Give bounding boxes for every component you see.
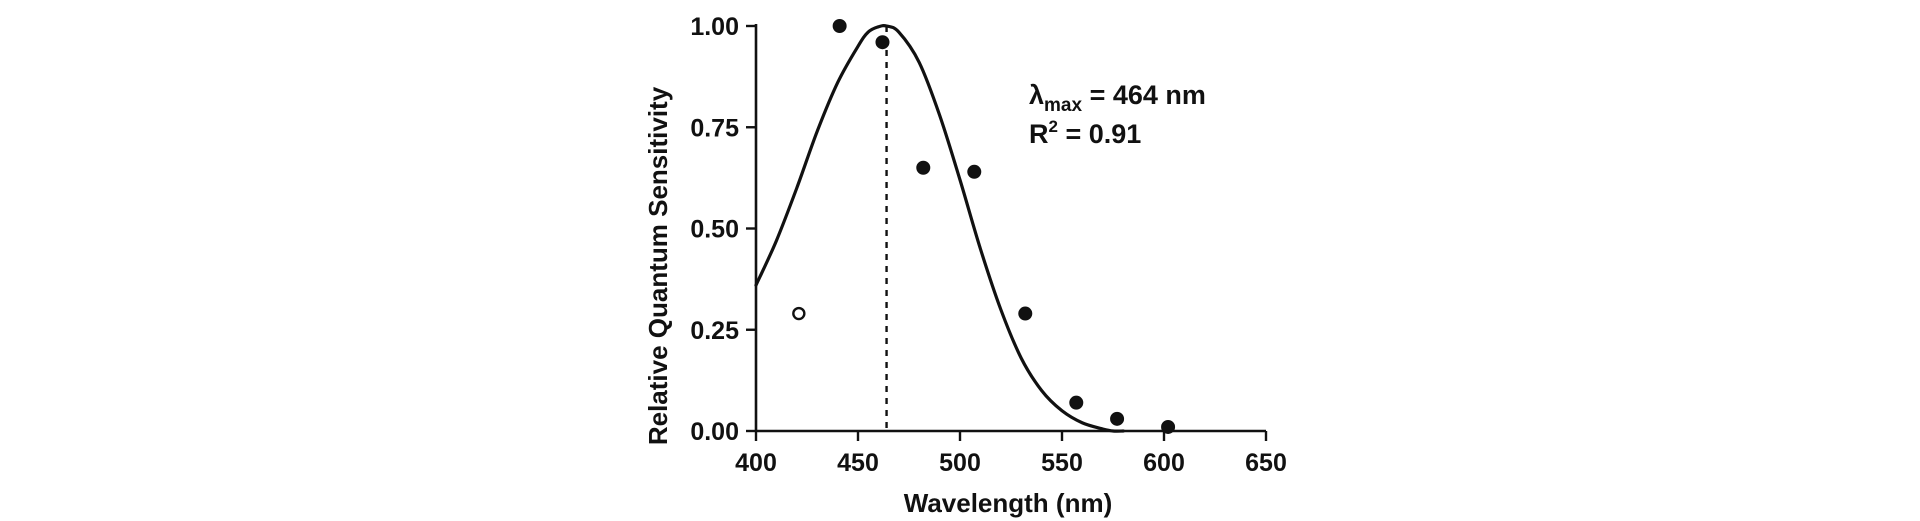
x-axis-title: Wavelength (nm) — [904, 488, 1112, 518]
lambda-value: = 464 nm — [1082, 80, 1206, 110]
x-tick-label: 650 — [1245, 449, 1287, 477]
r2-label: R — [1029, 119, 1049, 149]
lambda-symbol: λ — [1029, 80, 1044, 110]
data-point — [1110, 411, 1125, 426]
data-point — [1018, 306, 1033, 321]
x-tick-label: 450 — [837, 449, 879, 477]
data-point — [916, 160, 931, 175]
lambda-subscript: max — [1044, 95, 1082, 116]
r2-value: = 0.91 — [1058, 119, 1141, 149]
data-point — [1161, 419, 1176, 434]
data-point — [875, 35, 890, 50]
x-tick-label: 600 — [1143, 449, 1185, 477]
y-tick-label: 1.00 — [690, 13, 739, 41]
fit-curve-line — [754, 23, 1125, 433]
lambda-max-annotation: λmax = 464 nm — [1029, 80, 1206, 116]
y-tick-label: 0.75 — [690, 114, 739, 142]
data-point — [1069, 395, 1084, 410]
r-squared-annotation: R2 = 0.91 — [1029, 117, 1141, 149]
x-tick-label: 400 — [735, 449, 777, 477]
ticks-layer: 400 450 500 550 600 650 0.00 0.25 0.50 0.75 1.00 — [690, 13, 1287, 477]
y-tick-label: 0.25 — [690, 317, 739, 345]
fit-curve-layer — [754, 23, 1125, 433]
data-point — [967, 164, 982, 179]
data-point — [832, 19, 847, 33]
r2-superscript: 2 — [1049, 117, 1058, 136]
x-tick-label: 500 — [939, 449, 981, 477]
x-tick-label: 550 — [1041, 449, 1083, 477]
y-axis-title: Relative Quantum Sensitivity — [643, 86, 673, 445]
excluded-data-point — [792, 306, 806, 321]
y-tick-label: 0.50 — [690, 216, 739, 244]
data-points-layer — [792, 19, 1176, 434]
y-tick-label: 0.00 — [690, 418, 739, 446]
